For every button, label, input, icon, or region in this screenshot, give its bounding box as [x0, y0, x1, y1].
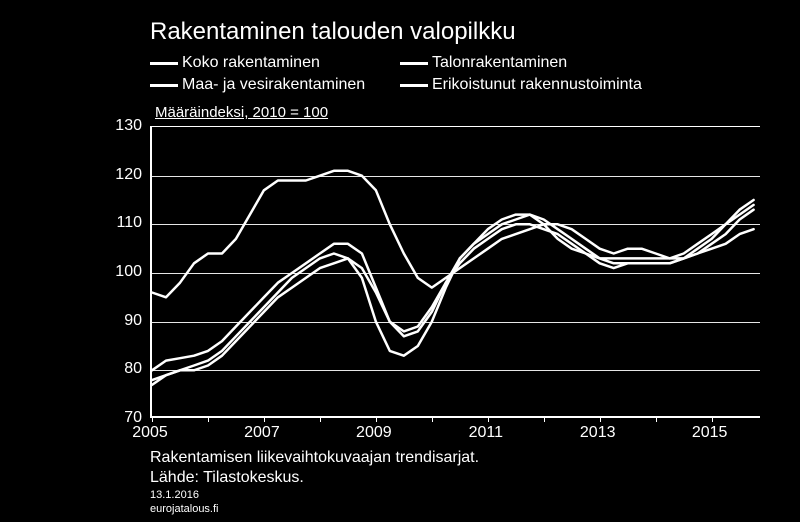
legend-label: Koko rakentaminen [182, 52, 320, 74]
legend-label: Maa- ja vesirakentaminen [182, 74, 365, 96]
x-tick-mark [152, 416, 153, 422]
x-tick-mark [264, 416, 265, 422]
x-tick-mark [544, 416, 545, 422]
x-tick-mark [600, 416, 601, 422]
footer-date: 13.1.2016 [150, 488, 479, 502]
x-axis-tick-label: 2009 [356, 424, 392, 442]
gridline [152, 176, 760, 177]
gridline [152, 224, 760, 225]
x-tick-mark [488, 416, 489, 422]
x-tick-mark [656, 416, 657, 422]
y-axis-tick-label: 120 [102, 166, 142, 184]
legend-item: Erikoistunut rakennustoiminta [400, 74, 680, 96]
gridline [152, 322, 760, 323]
x-tick-mark [376, 416, 377, 422]
footer-note-1: Rakentamisen liikevaihtokuvaajan trendis… [150, 448, 479, 468]
y-axis-tick-label: 110 [102, 214, 142, 232]
y-axis-tick-label: 80 [102, 360, 142, 378]
legend-label: Talonrakentaminen [432, 52, 567, 74]
y-axis-tick-label: 100 [102, 263, 142, 281]
legend-item: Talonrakentaminen [400, 52, 680, 74]
x-axis-tick-label: 2007 [244, 424, 280, 442]
series-line-erikois [152, 210, 754, 385]
legend-swatch [150, 84, 178, 87]
footer-site: eurojatalous.fi [150, 502, 479, 516]
x-tick-mark [712, 416, 713, 422]
x-tick-mark [208, 416, 209, 422]
legend-label: Erikoistunut rakennustoiminta [432, 74, 642, 96]
legend-item: Koko rakentaminen [150, 52, 400, 74]
y-axis-tick-label: 130 [102, 117, 142, 135]
gridline [152, 273, 760, 274]
footer-note-2: Lähde: Tilastokeskus. [150, 468, 479, 488]
y-axis-tick-label: 90 [102, 312, 142, 330]
chart-title: Rakentaminen talouden valopilkku [150, 18, 516, 46]
series-line-maa [152, 171, 754, 297]
legend-item: Maa- ja vesirakentaminen [150, 74, 400, 96]
legend-swatch [400, 62, 428, 65]
x-axis-tick-label: 2015 [692, 424, 728, 442]
legend-swatch [150, 62, 178, 65]
chart-subtitle: Määräindeksi, 2010 = 100 [155, 104, 328, 121]
chart-plot-area [150, 126, 760, 418]
x-axis-tick-label: 2013 [580, 424, 616, 442]
x-axis-tick-label: 2005 [132, 424, 168, 442]
x-tick-mark [320, 416, 321, 422]
gridline [152, 370, 760, 371]
chart-svg [152, 127, 760, 416]
chart-footer: Rakentamisen liikevaihtokuvaajan trendis… [150, 448, 479, 516]
legend: Koko rakentaminen Talonrakentaminen Maa-… [150, 52, 680, 96]
legend-swatch [400, 84, 428, 87]
x-tick-mark [432, 416, 433, 422]
x-axis-tick-label: 2011 [469, 424, 503, 442]
